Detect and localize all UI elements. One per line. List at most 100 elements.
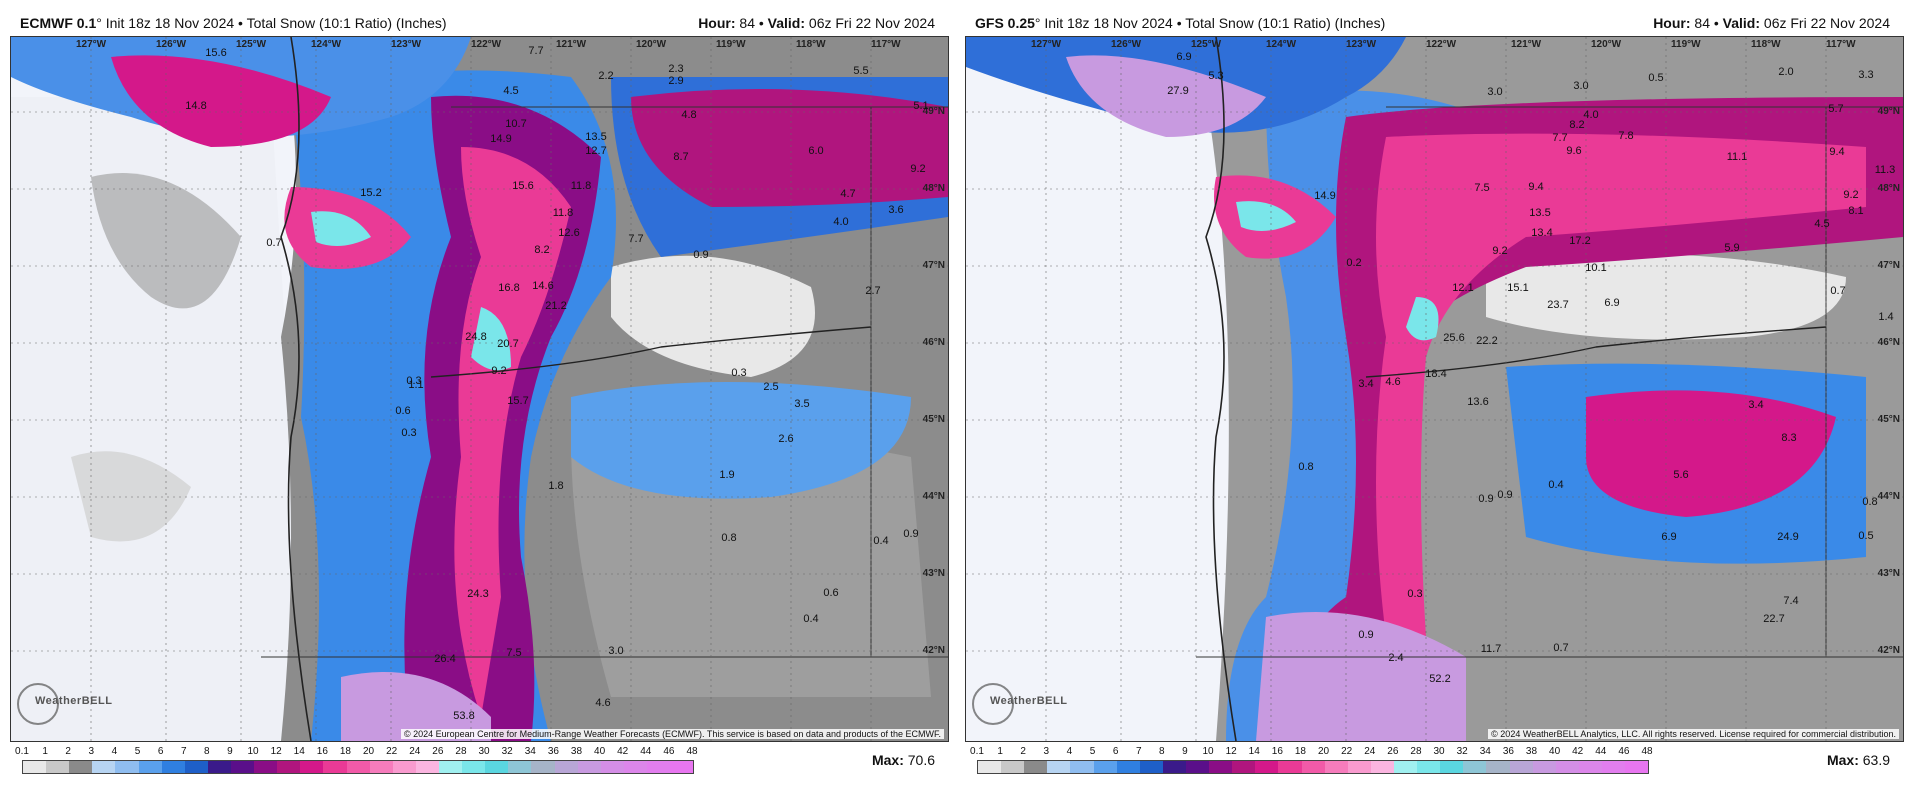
snow-total-label: 24.3: [467, 588, 489, 600]
snow-total-label: 2.7: [865, 285, 881, 297]
colorbar-tick: 44: [1595, 746, 1607, 757]
snow-total-label: 4.0: [833, 216, 849, 228]
snow-total-label: 15.6: [205, 47, 227, 59]
longitude-label: 122°W: [1426, 39, 1457, 50]
colorbar-swatch: [392, 761, 416, 773]
snow-total-label: 12.7: [585, 145, 607, 157]
max-value: Max: 70.6: [871, 752, 935, 768]
snow-total-label: 4.6: [595, 697, 611, 709]
colorbar-swatch: [978, 761, 1002, 773]
colorbar-tick: 12: [1225, 746, 1237, 757]
colorbar-tick: 16: [1271, 746, 1283, 757]
snow-total-label: 5.9: [1724, 242, 1740, 254]
snow-total-label: 53.8: [453, 710, 475, 722]
colorbar-tick: 34: [1479, 746, 1491, 757]
colorbar-swatch: [207, 761, 231, 773]
snow-total-label: 4.5: [503, 85, 519, 97]
snow-total-label: 0.3: [406, 375, 422, 387]
colorbar-swatch: [1116, 761, 1140, 773]
latitude-label: 43°N: [1877, 568, 1900, 579]
colorbar-tick: 46: [663, 746, 675, 757]
snow-total-label: 4.7: [840, 188, 856, 200]
colorbar-tick: 2: [65, 746, 71, 757]
colorbar-tick: 0.1: [970, 746, 984, 757]
colorbar-tick: 10: [247, 746, 259, 757]
snow-total-label: 8.1: [1848, 205, 1864, 217]
longitude-label: 118°W: [796, 39, 826, 50]
latitude-label: 47°N: [1877, 260, 1900, 271]
snow-total-label: 2.5: [763, 381, 779, 393]
snow-total-label: 0.7: [266, 237, 282, 249]
panel-header: GFS 0.25° Init 18z 18 Nov 2024 • Total S…: [975, 14, 1890, 32]
snowfall-map[interactable]: 127°W 126°W 125°W 124°W 123°W 122°W 121°W 120°W…: [965, 36, 1904, 742]
colorbar-swatch: [508, 761, 532, 773]
colorbar-tick: 24: [409, 746, 421, 757]
colorbar-swatch: [1370, 761, 1394, 773]
colorbar-swatch: [346, 761, 370, 773]
longitude-label: 122°W: [471, 39, 502, 50]
colorbar-tick: 44: [640, 746, 652, 757]
longitude-label: 121°W: [556, 39, 587, 50]
colorbar-tick: 48: [686, 746, 698, 757]
colorbar-swatch: [1601, 761, 1626, 773]
snow-total-label: 9.4: [1528, 181, 1544, 193]
colorbar-tick: 1: [42, 746, 48, 757]
snow-total-label: 0.4: [873, 535, 889, 547]
colorbar-tick: 7: [180, 746, 187, 757]
snow-total-label: 0.3: [401, 427, 417, 439]
snow-total-label: 7.5: [1474, 182, 1490, 194]
snow-total-label: 3.6: [888, 204, 904, 216]
snow-total-label: 24.8: [465, 331, 487, 343]
colorbar-tick: 4: [111, 746, 118, 757]
colorbar-swatch: [577, 761, 601, 773]
snow-total-label: 4.8: [681, 109, 697, 121]
colorbar-swatch: [23, 761, 47, 773]
colorbar-tick: 28: [455, 746, 467, 757]
colorbar-tick: 38: [1525, 746, 1538, 757]
snow-total-label: 0.6: [395, 405, 411, 417]
colorbar-swatch: [323, 761, 347, 773]
colorbar-tick: 8: [1159, 746, 1165, 757]
max-value: Max: 63.9: [1826, 752, 1890, 768]
snow-total-label: 13.5: [585, 131, 607, 143]
colorbar-tick: 36: [1502, 746, 1514, 757]
latitude-label: 49°N: [1877, 106, 1900, 117]
snow-total-label: 4.5: [1814, 218, 1830, 230]
snow-total-label: 9.6: [1566, 145, 1582, 157]
snow-total-label: 7.4: [1783, 595, 1799, 607]
latitude-label: 46°N: [922, 337, 945, 348]
snow-total-label: 24.9: [1777, 531, 1799, 543]
colorbar: 0.1 1 2 3 4 5 6 7 8 9 10 12 14 16 18 20 22 24 26 28 30 32 34 36…: [965, 746, 1665, 776]
colorbar-swatch: [1255, 761, 1279, 773]
longitude-label: 124°W: [1266, 39, 1297, 50]
colorbar-swatch: [69, 761, 93, 773]
snowfall-map[interactable]: 127°W 126°W 125°W 124°W 123°W 122°W 121°W 120°W…: [10, 36, 949, 742]
snow-total-label: 0.9: [1497, 489, 1513, 501]
colorbar-swatch: [462, 761, 486, 773]
snow-total-label: 0.6: [823, 587, 839, 599]
colorbar-swatch: [1486, 761, 1510, 773]
latitude-label: 48°N: [922, 183, 945, 194]
snow-total-label: 17.2: [1569, 235, 1591, 247]
weatherbell-logo: WeatherBELL: [17, 683, 112, 725]
snow-total-label: 10.1: [1585, 262, 1607, 274]
colorbar-tick: 18: [339, 746, 351, 757]
colorbar-swatch: [161, 761, 185, 773]
colorbar-tick: 28: [1410, 746, 1422, 757]
snow-total-label: 9.4: [1829, 146, 1845, 158]
snow-total-label: 0.3: [731, 367, 747, 379]
snow-total-label: 0.7: [1830, 285, 1846, 297]
colorbar-swatch: [1324, 761, 1348, 773]
snow-total-label: 3.3: [1858, 69, 1874, 81]
colorbar-swatch: [254, 761, 278, 773]
colorbar-swatch: [300, 761, 324, 773]
colorbar-tick: 5: [134, 746, 141, 757]
colorbar-swatch: [646, 761, 671, 773]
snow-total-label: 6.0: [808, 145, 824, 157]
colorbar-swatch: [1301, 761, 1325, 773]
colorbar-tick: 9: [227, 746, 233, 757]
snow-total-label: 9.2: [1843, 189, 1859, 201]
colorbar-swatch: [1393, 761, 1418, 773]
colorbar-swatch: [369, 761, 393, 773]
snow-total-label: 0.8: [1298, 461, 1314, 473]
